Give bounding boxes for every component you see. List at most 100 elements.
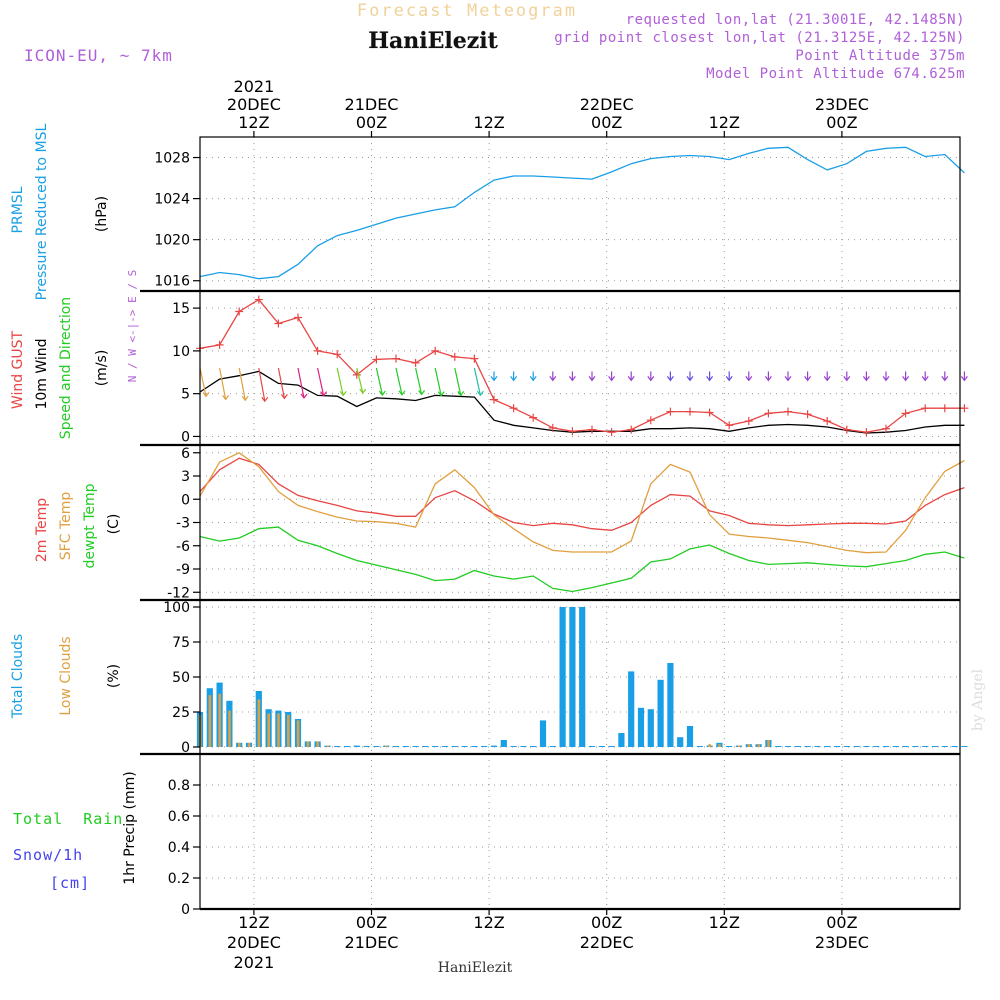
gust-marker [254, 295, 263, 304]
forecast-title: Forecast Meteogram [357, 1, 577, 21]
top-axis-year: 2021 [234, 77, 275, 96]
wind-direction-arrow [277, 367, 285, 399]
y-tick-label: -9 [176, 562, 190, 578]
gust-marker [313, 346, 322, 355]
low-clouds-bar [267, 713, 270, 747]
y-tick-label: 0 [181, 429, 190, 445]
y-tick-label: 1024 [154, 192, 190, 208]
gust-marker [274, 319, 283, 328]
wind-arrow-head [202, 392, 210, 398]
wind-arrow-head [378, 390, 386, 396]
y-tick-label: 100 [163, 600, 190, 616]
gust-marker [470, 354, 479, 363]
total-clouds-bar [686, 726, 694, 747]
total-clouds-bar [843, 746, 850, 747]
total-clouds-bar [588, 746, 596, 747]
total-clouds-bar [902, 746, 909, 747]
gust-marker [803, 410, 812, 419]
frame-layer [140, 131, 961, 915]
low-clouds-bar [208, 695, 212, 747]
low-clouds-bar [757, 744, 760, 747]
total-clouds-bar [892, 746, 899, 747]
y-tick-label: -12 [167, 585, 190, 601]
wind-arrow-head [418, 390, 426, 396]
total-clouds-bar [647, 709, 654, 747]
top-axis-hour: 00Z [826, 113, 857, 132]
gust-marker [921, 404, 930, 413]
total-clouds-bar [814, 746, 821, 747]
wind-arrow-head [222, 395, 230, 401]
precip-unit: 1hr Precip (mm) [122, 771, 138, 884]
top-axis-date: 20DEC [227, 95, 281, 114]
total-clouds-bar [520, 746, 527, 747]
wind-arrow-head [476, 390, 484, 397]
wind-arrow-head [921, 376, 929, 382]
top-axis-hour: 12Z [709, 113, 740, 132]
footer-name: HaniElezit [438, 960, 513, 976]
total-clouds-bar [853, 746, 860, 747]
pressure-series-line [199, 146, 965, 280]
wind-arrow-head [666, 376, 674, 382]
y-tick-label: 5 [181, 387, 190, 403]
total-clouds-bar [461, 746, 468, 747]
low-clouds-bar [306, 741, 310, 747]
y-tick-label: 3 [181, 469, 190, 485]
y-tick-label: 0 [181, 902, 190, 918]
wind-arrow-head [941, 376, 949, 382]
bottom-axis-hour: 12Z [709, 913, 740, 932]
y-tick-label: 25 [172, 705, 190, 721]
wind-direction-arrow [473, 367, 481, 396]
total-clouds-bar [549, 746, 556, 747]
y-tick-label: 6 [181, 446, 190, 462]
bottom-axis-hour: 12Z [238, 913, 269, 932]
total-clouds-bar [481, 746, 488, 747]
temp-unit: (C) [106, 514, 122, 535]
total-clouds-bar [873, 746, 880, 747]
low-clouds-bar [296, 720, 300, 747]
total-clouds-bar [726, 746, 733, 747]
wind-direction-arrow [454, 367, 462, 396]
total-clouds-bar [569, 607, 576, 747]
gust-marker [784, 407, 792, 416]
wind-arrow-head [706, 376, 714, 382]
bottom-axis-date: 20DEC [227, 933, 281, 952]
total-clouds-bar [422, 746, 429, 747]
top-axis-date: 21DEC [345, 95, 399, 114]
total-clouds-bar [951, 746, 958, 747]
wind-unit: (m/s) [94, 350, 110, 387]
wind-arrow-head [823, 376, 831, 382]
total-clouds-bar [559, 607, 566, 747]
total-clouds-bar [441, 746, 449, 747]
gust-marker [588, 425, 596, 434]
wind-arrow-head [843, 376, 851, 382]
gust-marker [744, 417, 753, 426]
total-clouds-bar [833, 746, 841, 747]
wind-arrow-head [280, 394, 288, 400]
wind-arrow-head [300, 393, 308, 399]
bottom-axis-hour: 00Z [356, 913, 387, 932]
wind-arrow-head [261, 396, 269, 403]
wind-arrow-head [745, 376, 753, 382]
grid-point-lonlat: grid point closest lon,lat (21.3125E, 42… [554, 30, 965, 46]
wind-speed-series-line [199, 370, 965, 434]
wind-direction-arrow [199, 367, 207, 397]
total-clouds-bar [618, 733, 625, 747]
gust-marker [568, 427, 577, 436]
gust-marker [764, 409, 773, 418]
bottom-axis-hour: 00Z [591, 913, 622, 932]
wind-direction-arrow [434, 367, 442, 396]
total-clouds-bar [363, 746, 370, 747]
low-clouds-bar [385, 745, 388, 747]
panel-frame [199, 753, 961, 910]
gust-marker [607, 428, 616, 437]
y-tick-label: 0.2 [168, 871, 190, 887]
y-tick-label: 0 [181, 492, 190, 508]
total-clouds-bar [608, 746, 615, 747]
bottom-axis-year: 2021 [234, 953, 275, 972]
wind-arrow-head [398, 390, 406, 396]
top-axis-hour: 00Z [591, 113, 622, 132]
total-clouds-bar [863, 746, 870, 747]
low-clouds-bar [708, 744, 711, 747]
pressure-label-line2: Pressure Reduced to MSL [34, 123, 50, 300]
total-clouds-bar [539, 720, 547, 747]
